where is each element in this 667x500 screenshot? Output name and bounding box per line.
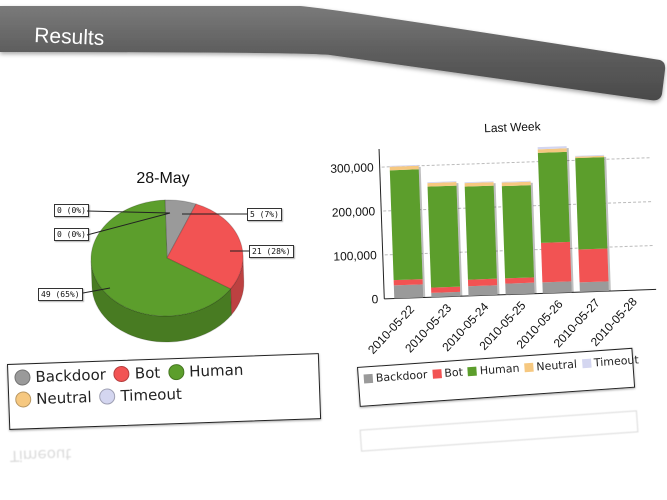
pie-slice-bot (166, 203, 244, 290)
bar-legend-reflection (359, 410, 639, 452)
legend-label: Backdoor (35, 365, 107, 387)
bar-segment-backdoor (393, 284, 424, 299)
bar-shadow (456, 183, 463, 297)
legend-item-timeout: Timeout (581, 353, 639, 370)
bar-segment-timeout (427, 181, 457, 184)
bar-shadow (566, 148, 574, 293)
legend-label: Human (188, 360, 244, 381)
bar-chart-title: Last Week (484, 119, 542, 135)
callout-bot: 21 (28%) (249, 245, 294, 258)
legend-label: Neutral (535, 357, 578, 374)
pie-chart-title: 28-May (136, 170, 189, 187)
y-tick-label: 100,000 (333, 248, 377, 264)
legend-swatch (113, 365, 131, 383)
bar-segment-human (427, 185, 461, 288)
y-tick-label: 0 (371, 292, 378, 306)
callout-timeout: 0 (0%) (54, 228, 89, 241)
legend-item-backdoor: Backdoor (14, 366, 106, 387)
bar-segment-neutral (537, 148, 567, 153)
bar-shadow (418, 166, 426, 298)
bar-chart: Last Week 2010-05-222010-05-232010-05-24… (330, 119, 657, 357)
bar-segment-neutral (389, 165, 419, 171)
page-title: Results (34, 24, 105, 50)
bar-segment-bot (467, 278, 498, 287)
bar-segment-neutral (464, 182, 494, 187)
callout-human: 49 (65%) (38, 288, 83, 301)
legend-label: Neutral (35, 388, 92, 408)
results-header: Results (0, 0, 667, 110)
bar-segment-human (501, 185, 535, 279)
bar-shadow (530, 182, 537, 294)
bar-segment-human (464, 185, 497, 280)
bar-segment-backdoor (468, 285, 498, 296)
legend-swatch (467, 366, 478, 377)
legend-item-backdoor: Backdoor (363, 368, 428, 385)
gridline (381, 157, 652, 168)
bar-segment-human (575, 157, 608, 250)
callout-neutral: 0 (0%) (54, 204, 89, 217)
bar-segment-timeout (575, 154, 605, 157)
bar-segment-backdoor (542, 281, 572, 294)
legend-swatch (581, 358, 592, 369)
pie-legend: Backdoor Bot Human Neutral Timeout (7, 353, 322, 430)
legend-swatch (524, 362, 534, 373)
bar-segment-neutral (501, 181, 531, 187)
legend-item-human: Human (467, 361, 520, 379)
legend-swatch (167, 363, 185, 381)
legend-item-bot: Bot (432, 366, 463, 381)
bar-segment-timeout (537, 146, 567, 150)
legend-swatch (432, 369, 442, 379)
y-tick-label: 200,000 (332, 204, 376, 220)
bar-segment-backdoor (505, 282, 535, 295)
legend-label: Human (479, 361, 520, 378)
legend-swatch (99, 388, 116, 405)
bar-segment-bot (505, 277, 535, 284)
legend-label: Backdoor (375, 368, 428, 385)
bar-segment-neutral (427, 182, 457, 187)
bar-segment-bot (393, 279, 423, 286)
bar-segment-bot (541, 241, 572, 283)
legend-swatch (14, 369, 31, 386)
legend-item-neutral: Neutral (524, 358, 577, 375)
y-axis (378, 148, 385, 299)
legend-item-timeout: Timeout (99, 385, 182, 406)
bar-shadow (604, 156, 611, 292)
legend-item-bot: Bot (113, 363, 161, 384)
legend-label: Bot (134, 363, 161, 383)
bar-segment-human (537, 151, 570, 243)
bar-segment-bot (431, 286, 461, 293)
bar-segment-backdoor (579, 281, 609, 293)
bar-segment-neutral (575, 155, 605, 159)
pie-slice-backdoor (164, 199, 197, 260)
legend-item-neutral: Neutral (14, 388, 92, 409)
callout-backdoor: 5 (7%) (247, 208, 282, 221)
legend-label: Timeout (593, 353, 640, 370)
legend-swatch (14, 391, 32, 408)
bar-segment-backdoor (431, 291, 461, 298)
legend-label: Timeout (120, 384, 183, 406)
legend-label: Bot (443, 365, 464, 380)
bar-segment-timeout (501, 180, 531, 183)
pie-legend-reflection: Timeout (9, 444, 72, 466)
header-bar: Results (0, 6, 666, 101)
bar-segment-bot (578, 248, 609, 283)
bar-segment-timeout (389, 164, 419, 167)
y-tick-label: 300,000 (330, 160, 374, 176)
bar-shadow (493, 183, 500, 295)
bar-segment-human (389, 169, 423, 281)
legend-item-human: Human (167, 360, 244, 382)
bar-segment-timeout (464, 181, 494, 184)
legend-swatch (363, 373, 374, 384)
